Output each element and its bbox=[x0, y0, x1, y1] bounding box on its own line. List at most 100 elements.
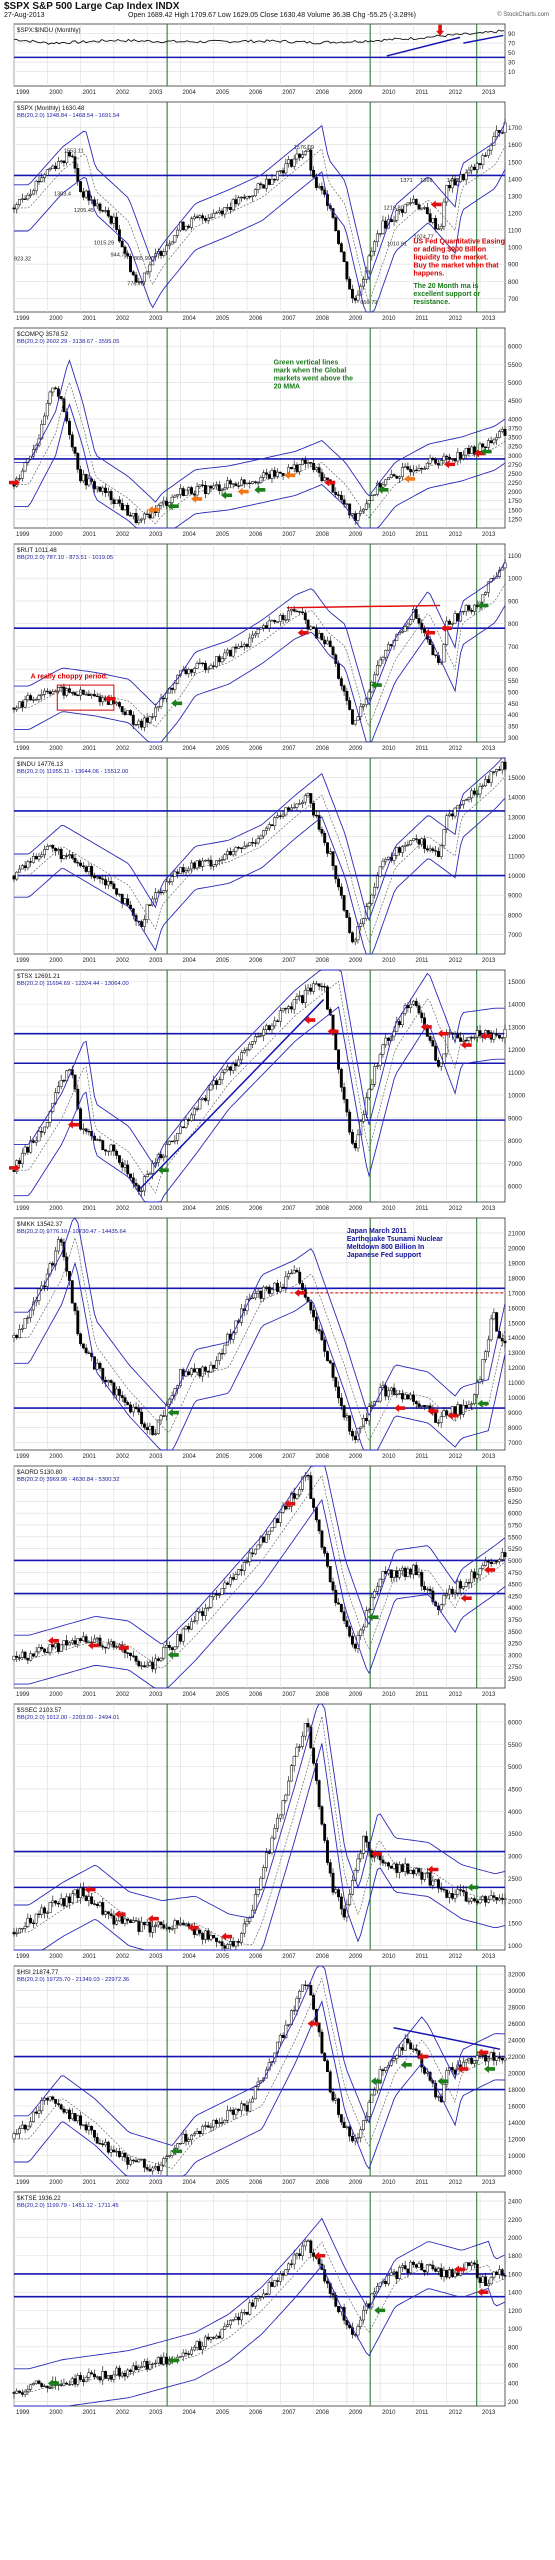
candle-body bbox=[20, 198, 24, 200]
x-tick-label: 2004 bbox=[182, 958, 196, 964]
candle-body bbox=[20, 1928, 24, 1930]
candle-body bbox=[417, 1005, 421, 1014]
x-tick-label: 1999 bbox=[16, 1454, 30, 1460]
candle-body bbox=[356, 1858, 360, 1871]
candle-body bbox=[486, 149, 490, 156]
x-tick-label: 2002 bbox=[116, 2410, 130, 2416]
candle-body bbox=[192, 493, 196, 496]
candle-body bbox=[43, 415, 46, 425]
candle-body bbox=[342, 1611, 346, 1621]
y-tick-label: 3500 bbox=[508, 435, 522, 442]
candle-body bbox=[298, 1746, 302, 1748]
candle-body bbox=[251, 1552, 255, 1555]
y-tick-label: 13000 bbox=[508, 1350, 526, 1357]
candle-body bbox=[267, 620, 271, 629]
candle-body bbox=[326, 1351, 329, 1361]
candle-body bbox=[29, 193, 33, 196]
candle-body bbox=[309, 462, 313, 464]
candle-body bbox=[134, 1406, 138, 1410]
candle-body bbox=[109, 881, 113, 885]
candle-body bbox=[101, 210, 105, 212]
x-tick-label: 2001 bbox=[83, 2410, 97, 2416]
candle-body bbox=[395, 1863, 399, 1873]
candle-body bbox=[76, 694, 80, 697]
candle-body bbox=[420, 622, 424, 630]
candle-body bbox=[73, 1302, 77, 1312]
x-tick-label: 2009 bbox=[349, 2410, 363, 2416]
candle-body bbox=[495, 1033, 499, 1036]
candle-body bbox=[129, 1404, 132, 1413]
candle-body bbox=[220, 1941, 224, 1946]
candle-body bbox=[362, 2120, 365, 2130]
candle-body bbox=[84, 190, 88, 198]
red-arrow-icon bbox=[9, 1163, 20, 1172]
candle-body bbox=[278, 1286, 282, 1292]
x-tick-label: 2003 bbox=[149, 1206, 163, 1212]
red-arrow-icon bbox=[480, 1031, 492, 1040]
candle-body bbox=[12, 1655, 16, 1660]
candle-body bbox=[40, 177, 44, 182]
candle-body bbox=[98, 696, 102, 703]
red-arrow-icon bbox=[294, 1288, 306, 1297]
candle-body bbox=[314, 983, 318, 985]
x-tick-label: 1999 bbox=[16, 746, 30, 752]
price-label: 666.79 bbox=[360, 300, 377, 306]
y-tick-label: 14000 bbox=[508, 2120, 526, 2127]
green-arrow-icon bbox=[47, 2379, 59, 2388]
candle-body bbox=[284, 1505, 288, 1510]
candle-body bbox=[292, 464, 296, 470]
y-tick-label: 3500 bbox=[508, 1629, 522, 1636]
candle-body bbox=[142, 2361, 146, 2367]
candle-body bbox=[445, 1593, 449, 1596]
candle-body bbox=[400, 2047, 404, 2051]
annotation: A really choppy period. bbox=[31, 673, 108, 680]
candle-body bbox=[448, 456, 451, 460]
candle-body bbox=[203, 2336, 207, 2347]
candle-body bbox=[281, 1800, 285, 1816]
candle-body bbox=[220, 658, 224, 663]
candle-body bbox=[470, 166, 474, 171]
candle-body bbox=[337, 2306, 341, 2313]
candle-body bbox=[414, 198, 418, 205]
candle-body bbox=[353, 939, 357, 943]
candle-body bbox=[309, 2240, 313, 2254]
green-arrow-icon bbox=[437, 2077, 449, 2086]
candle-body bbox=[131, 2159, 135, 2162]
candle-body bbox=[331, 646, 335, 656]
candle-body bbox=[37, 2110, 41, 2114]
candle-body bbox=[406, 202, 410, 206]
candle-body bbox=[409, 1003, 413, 1009]
candle-body bbox=[184, 2133, 188, 2142]
candle-body bbox=[464, 1405, 468, 1408]
candle-body bbox=[267, 824, 271, 829]
candle-body bbox=[131, 271, 135, 276]
red-arrow-icon bbox=[117, 1643, 129, 1652]
y-tick-label: 13000 bbox=[508, 814, 526, 821]
panel-legend: $NIKK 13542.37 bbox=[17, 1221, 63, 1228]
candle-body bbox=[345, 1620, 349, 1627]
candle-body bbox=[503, 562, 507, 569]
candle-body bbox=[312, 1995, 316, 2010]
candle-body bbox=[273, 1020, 277, 1027]
candle-body bbox=[381, 1571, 385, 1580]
candle-body bbox=[267, 1852, 271, 1854]
candle-body bbox=[159, 1921, 163, 1925]
candle-body bbox=[76, 453, 80, 470]
candle-body bbox=[281, 1286, 285, 1289]
bb-lower bbox=[14, 1261, 506, 1451]
x-tick-label: 1999 bbox=[16, 2180, 30, 2186]
red-arrow-icon bbox=[436, 24, 445, 36]
candle-body bbox=[70, 2113, 74, 2120]
candle-body bbox=[92, 2129, 96, 2138]
candle-body bbox=[298, 153, 302, 158]
x-tick-label: 2004 bbox=[182, 1954, 196, 1960]
candle-body bbox=[481, 1359, 485, 1380]
x-tick-label: 2005 bbox=[216, 1454, 230, 1460]
candle-body bbox=[220, 859, 224, 861]
candle-body bbox=[215, 1937, 218, 1942]
candle-body bbox=[392, 1863, 396, 1869]
candle-body bbox=[195, 1929, 199, 1935]
candle-body bbox=[450, 622, 454, 625]
candle-body bbox=[281, 814, 285, 817]
x-tick-label: 2006 bbox=[249, 2180, 263, 2186]
